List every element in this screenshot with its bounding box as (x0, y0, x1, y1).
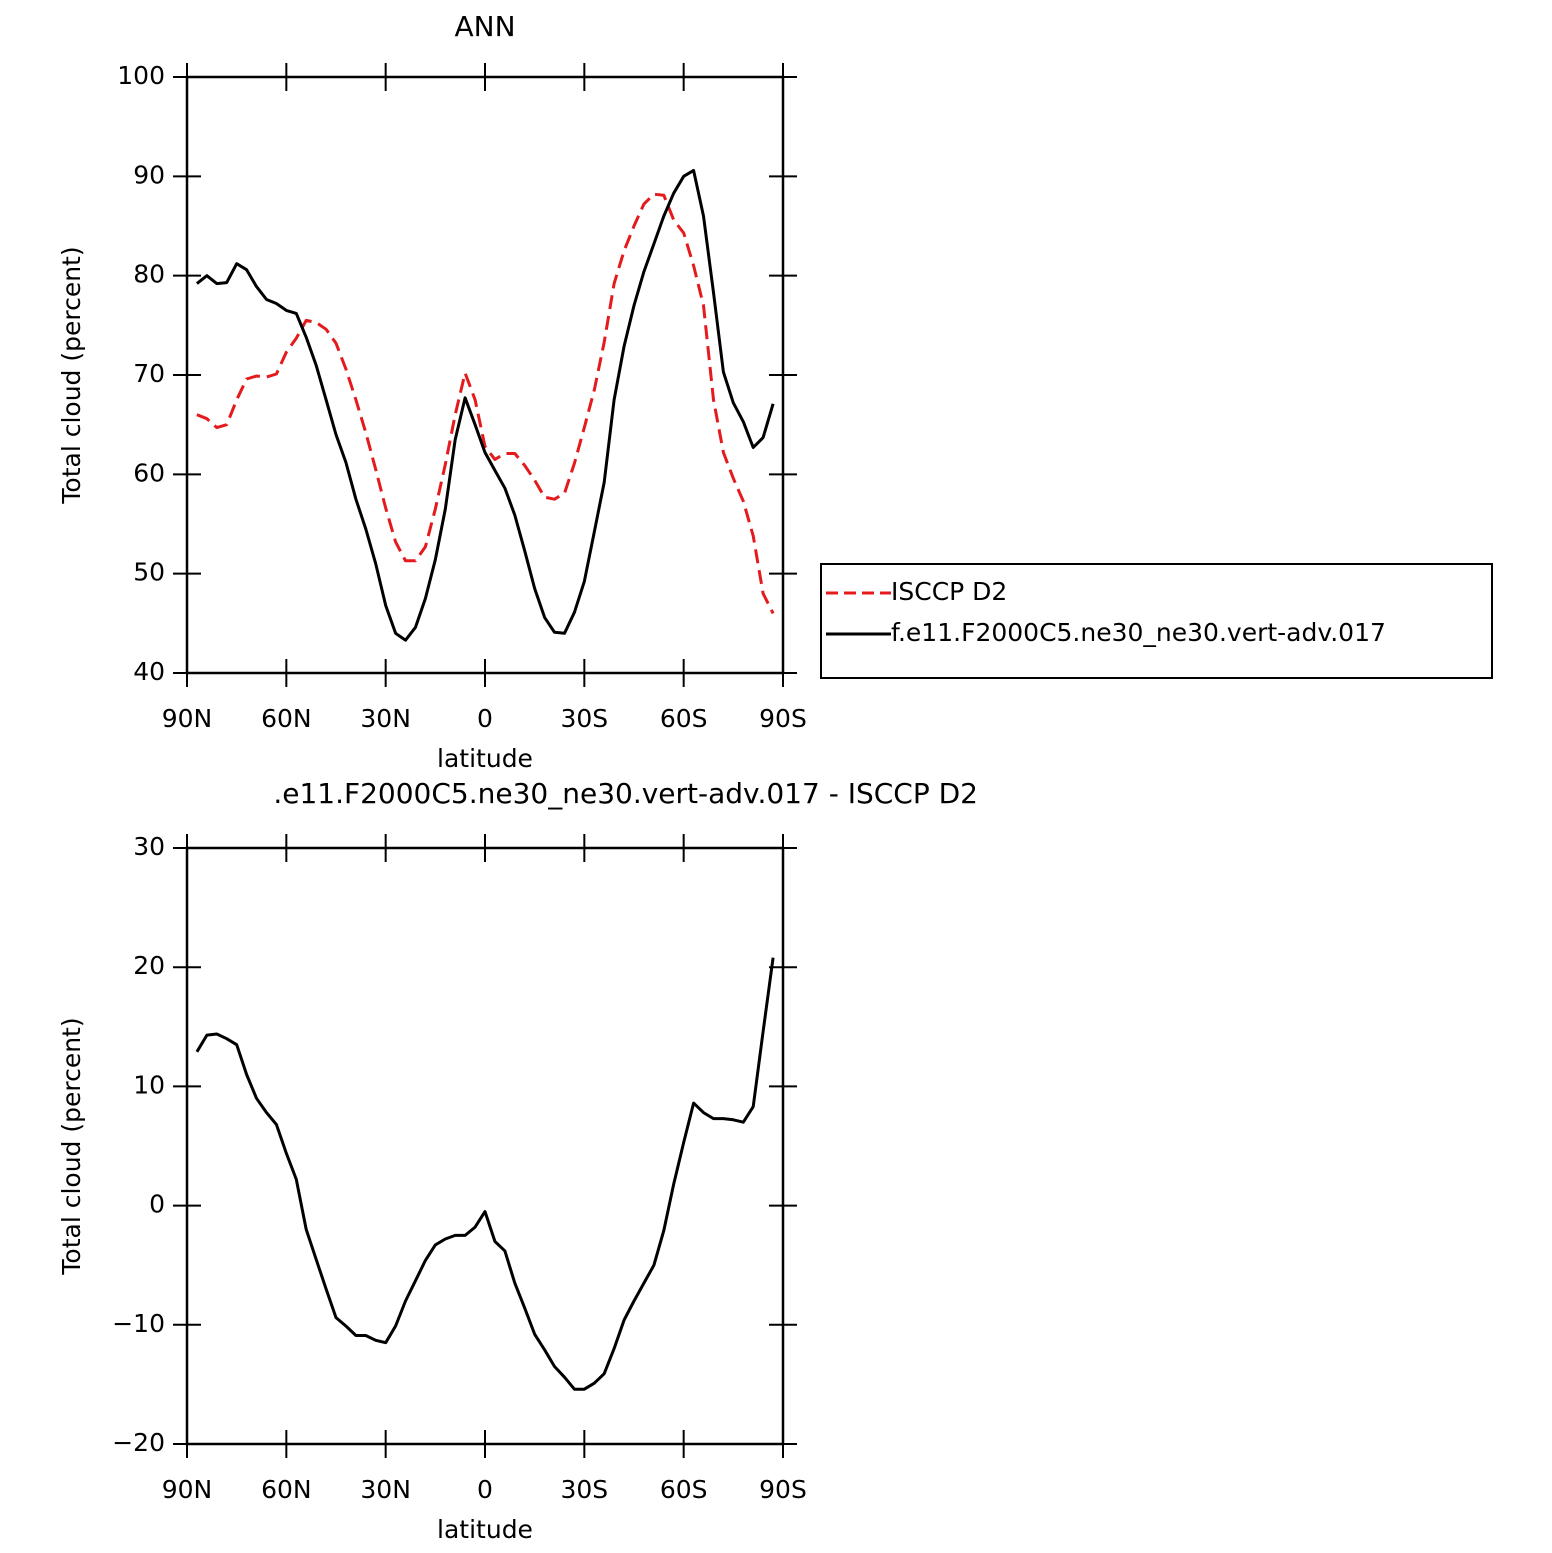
x-tick-label: 60N (261, 704, 312, 733)
x-tick-label: 60S (660, 704, 708, 733)
x-tick-label: 60N (261, 1475, 312, 1504)
y-tick-label: 80 (133, 260, 165, 289)
x-axis-label: latitude (437, 1515, 533, 1544)
x-tick-label: 30N (360, 704, 411, 733)
y-tick-label: 0 (149, 1190, 165, 1219)
series-line (196, 192, 775, 615)
x-tick-label: 90S (759, 704, 807, 733)
y-tick-label: 50 (133, 558, 165, 587)
legend-label: ISCCP D2 (891, 577, 1007, 606)
y-tick-label: 90 (133, 160, 165, 189)
y-tick-label: −20 (112, 1428, 165, 1457)
y-tick-label: 100 (117, 61, 165, 90)
x-tick-label: 90N (162, 704, 213, 733)
y-axis-label: Total cloud (percent) (57, 1017, 86, 1275)
x-tick-label: 60S (660, 1475, 708, 1504)
x-tick-label: 0 (477, 1475, 493, 1504)
series-line (195, 957, 775, 1391)
y-tick-label: 30 (133, 832, 165, 861)
legend-box (820, 563, 1493, 679)
x-tick-label: 0 (477, 704, 493, 733)
x-tick-label: 30S (560, 704, 608, 733)
legend-label: f.e11.F2000C5.ne30_ne30.vert-adv.017 (891, 618, 1386, 647)
y-tick-label: 70 (133, 359, 165, 388)
series-line (195, 168, 775, 642)
y-tick-label: 10 (133, 1070, 165, 1099)
x-tick-label: 90S (759, 1475, 807, 1504)
y-axis-label: Total cloud (percent) (57, 246, 86, 504)
x-axis-label: latitude (437, 744, 533, 773)
y-tick-label: −10 (112, 1309, 165, 1338)
y-tick-label: 40 (133, 657, 165, 686)
x-tick-label: 90N (162, 1475, 213, 1504)
x-tick-label: 30S (560, 1475, 608, 1504)
plot-frame (185, 75, 785, 675)
y-tick-label: 20 (133, 951, 165, 980)
plot-frame (185, 846, 785, 1446)
x-tick-label: 30N (360, 1475, 411, 1504)
chart-title: ANN (454, 10, 515, 43)
y-tick-label: 60 (133, 458, 165, 487)
chart-title: .e11.F2000C5.ne30_ne30.vert-adv.017 - IS… (273, 777, 978, 810)
